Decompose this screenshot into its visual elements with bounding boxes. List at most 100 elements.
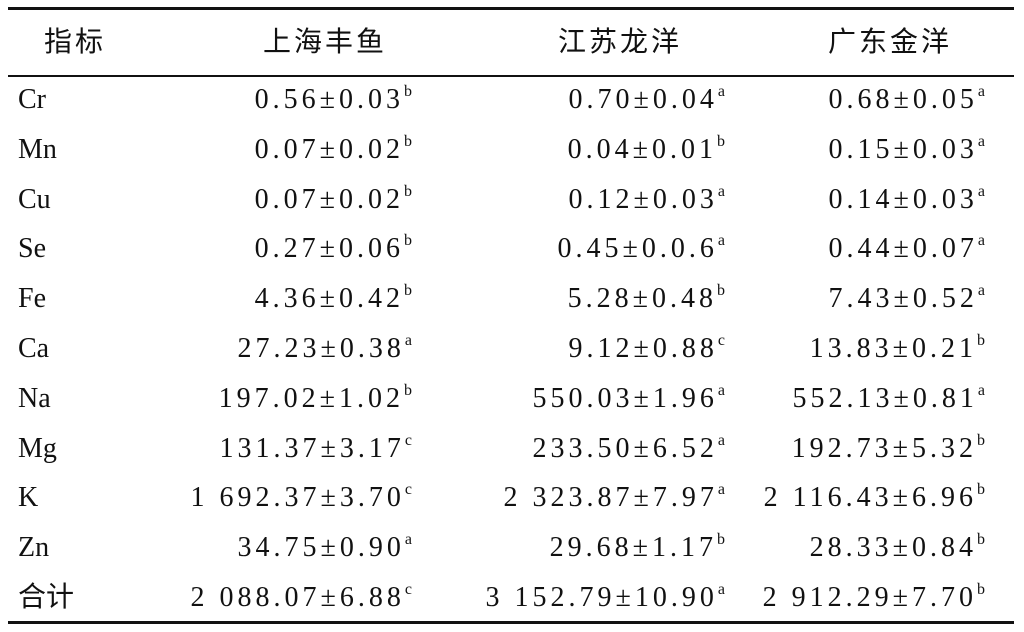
value-text: 34.75±0.90 — [237, 532, 405, 564]
value-text: 0.45±0.0.6 — [557, 233, 718, 265]
value-cell: 2 912.29±7.70b — [763, 578, 985, 618]
value-cell: 7.43±0.52a — [829, 279, 985, 319]
row-label: Ca — [18, 333, 50, 364]
value-text: 2 116.43±6.96 — [763, 482, 977, 514]
value-cell: 0.07±0.02b — [255, 130, 412, 170]
row-label: Cr — [18, 84, 46, 115]
value-text: 0.44±0.07 — [828, 233, 978, 265]
row-label: 合计 — [18, 582, 75, 613]
row-label: Zn — [18, 532, 50, 564]
significance-letter: b — [977, 332, 985, 349]
header-rule — [8, 75, 1014, 77]
value-cell: 550.03±1.96a — [533, 379, 725, 419]
row-label: Se — [18, 233, 46, 265]
significance-letter: b — [977, 481, 985, 499]
value-cell: 28.33±0.84b — [810, 528, 985, 568]
significance-letter: b — [404, 182, 412, 200]
value-cell: 1 692.37±3.70c — [191, 478, 412, 518]
value-cell: 0.14±0.03a — [829, 180, 985, 220]
value-cell: 0.12±0.03a — [569, 180, 725, 220]
value-cell: 3 152.79±10.90a — [486, 578, 725, 618]
value-text: 2 323.87±7.97 — [503, 482, 718, 514]
value-cell: 0.44±0.07a — [829, 229, 985, 269]
value-text: 0.12±0.03 — [568, 183, 718, 215]
row-label: Cu — [18, 183, 51, 215]
significance-letter: c — [404, 581, 412, 598]
value-text: 2 088.07±6.88 — [190, 582, 405, 613]
value-text: 4.36±0.42 — [254, 283, 404, 315]
value-text: 0.15±0.03 — [828, 133, 978, 165]
top-rule — [8, 7, 1014, 10]
row-label: Mn — [18, 133, 57, 165]
value-text: 27.23±0.38 — [237, 333, 405, 364]
header-cell: 广东金洋 — [827, 25, 953, 58]
value-text: 0.07±0.02 — [254, 183, 404, 215]
significance-letter: a — [717, 83, 725, 100]
significance-letter: b — [404, 83, 412, 100]
value-text: 28.33±0.84 — [809, 532, 977, 564]
row-label: Mg — [18, 432, 57, 464]
significance-letter: b — [977, 431, 985, 449]
row-label: K — [18, 482, 39, 514]
row-label: Na — [18, 382, 51, 414]
value-text: 233.50±6.52 — [532, 432, 718, 464]
value-text: 13.83±0.21 — [809, 333, 977, 364]
value-text: 3 152.79±10.90 — [485, 582, 718, 613]
significance-letter: b — [404, 132, 412, 150]
value-text: 5.28±0.48 — [567, 283, 717, 315]
significance-letter: a — [977, 381, 985, 399]
value-text: 552.13±0.81 — [792, 382, 978, 414]
value-text: 7.43±0.52 — [828, 283, 978, 315]
value-text: 9.12±0.88 — [568, 333, 718, 364]
value-cell: 197.02±1.02b — [219, 379, 412, 419]
value-cell: 9.12±0.88c — [569, 329, 725, 369]
significance-letter: a — [717, 232, 725, 250]
value-cell: 0.27±0.06b — [255, 229, 412, 269]
row-label: Fe — [18, 283, 46, 315]
value-text: 0.14±0.03 — [828, 183, 978, 215]
value-text: 131.37±3.17 — [219, 432, 405, 464]
value-cell: 5.28±0.48b — [568, 279, 725, 319]
value-cell: 13.83±0.21b — [810, 329, 985, 369]
value-cell: 233.50±6.52a — [533, 429, 725, 469]
significance-letter: a — [977, 282, 985, 300]
significance-letter: a — [717, 431, 725, 449]
header-cell: 江苏龙洋 — [557, 25, 683, 58]
significance-letter: b — [717, 531, 725, 549]
significance-letter: c — [717, 332, 725, 349]
significance-letter: b — [717, 282, 725, 300]
significance-letter: a — [404, 531, 412, 549]
value-cell: 27.23±0.38a — [238, 329, 412, 369]
significance-letter: b — [977, 531, 985, 549]
bottom-rule — [8, 621, 1014, 624]
significance-letter: c — [404, 431, 412, 449]
header-cell: 指标 — [43, 25, 107, 58]
value-cell: 192.73±5.32b — [792, 429, 985, 469]
value-text: 0.70±0.04 — [568, 84, 718, 115]
value-cell: 34.75±0.90a — [238, 528, 412, 568]
significance-letter: b — [404, 282, 412, 300]
significance-letter: a — [717, 381, 725, 399]
significance-letter: b — [977, 581, 985, 598]
value-cell: 131.37±3.17c — [220, 429, 412, 469]
header-cell: 上海丰鱼 — [262, 25, 388, 58]
significance-letter: a — [717, 182, 725, 200]
value-text: 1 692.37±3.70 — [190, 482, 405, 514]
significance-letter: b — [404, 232, 412, 250]
value-cell: 29.68±1.17b — [550, 528, 725, 568]
value-cell: 0.04±0.01b — [568, 130, 725, 170]
value-text: 0.68±0.05 — [828, 84, 978, 115]
value-cell: 0.70±0.04a — [569, 80, 725, 120]
value-text: 0.56±0.03 — [254, 84, 404, 115]
significance-letter: a — [977, 132, 985, 150]
value-cell: 0.15±0.03a — [829, 130, 985, 170]
value-cell: 0.07±0.02b — [255, 180, 412, 220]
significance-letter: a — [717, 581, 725, 598]
value-cell: 2 116.43±6.96b — [764, 478, 985, 518]
value-text: 0.27±0.06 — [254, 233, 404, 265]
significance-letter: a — [404, 332, 412, 349]
significance-letter: a — [977, 83, 985, 100]
significance-letter: b — [717, 132, 725, 150]
value-cell: 0.45±0.0.6a — [558, 229, 725, 269]
